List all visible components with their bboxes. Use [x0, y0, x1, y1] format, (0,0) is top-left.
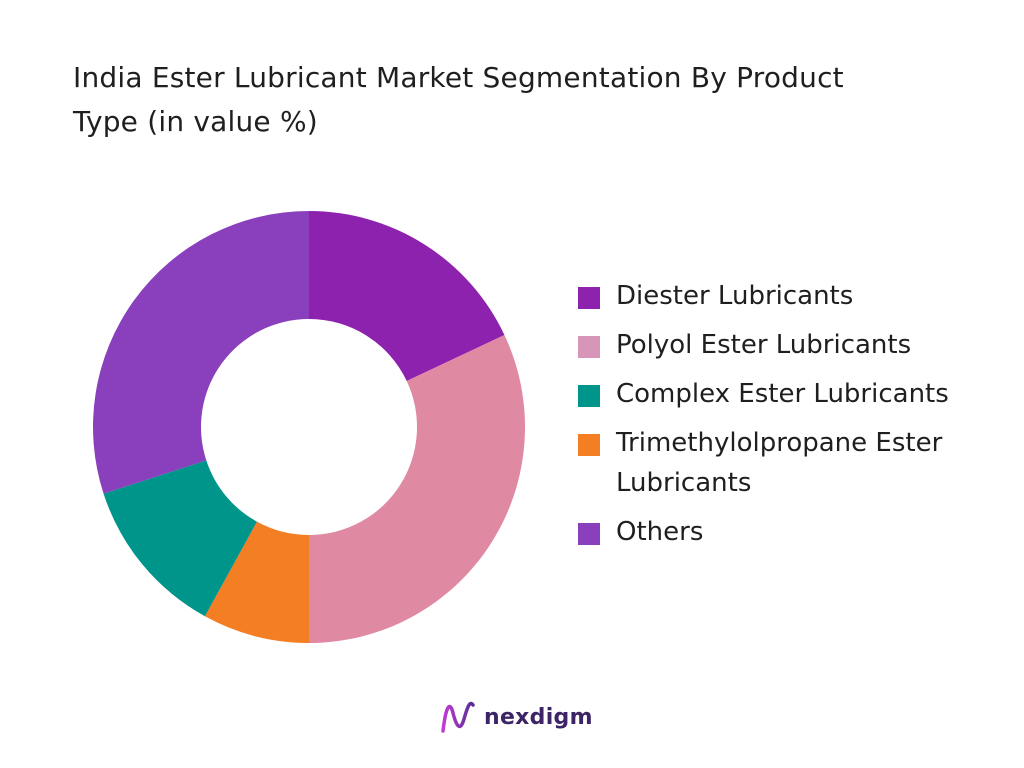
slice-polyol-ester-lubricants	[309, 335, 525, 643]
legend-swatch	[578, 434, 600, 456]
legend-label: Polyol Ester Lubricants	[616, 330, 912, 360]
slice-diester-lubricants	[309, 211, 505, 382]
legend-swatch	[578, 385, 600, 407]
slice-trimethylolpropane-ester-lubricants	[204, 521, 309, 643]
brand-logo: nexdigm	[440, 697, 593, 737]
legend-label: Trimethylolpropane Ester Lubricants	[616, 428, 943, 498]
legend-swatch	[578, 336, 600, 358]
legend-item-polyol-ester-lubricants: Polyol Ester Lubricants	[578, 325, 1018, 365]
slice-others	[92, 211, 309, 494]
legend-swatch	[578, 523, 600, 545]
chart-legend: Diester Lubricants Polyol Ester Lubricant…	[578, 276, 1018, 561]
legend-item-complex-ester-lubricants: Complex Ester Lubricants	[578, 374, 1018, 414]
legend-label: Others	[616, 517, 704, 547]
legend-label: Diester Lubricants	[616, 281, 854, 311]
legend-swatch	[578, 287, 600, 309]
legend-item-trimethylolpropane-ester-lubricants: Trimethylolpropane Ester Lubricants	[578, 423, 1018, 503]
brand-name: nexdigm	[484, 704, 593, 730]
chart-title: India Ester Lubricant Market Segmentatio…	[73, 61, 844, 138]
legend-item-diester-lubricants: Diester Lubricants	[578, 276, 1018, 316]
legend-item-others: Others	[578, 512, 1018, 552]
legend-label: Complex Ester Lubricants	[616, 379, 949, 409]
slice-complex-ester-lubricants	[103, 460, 257, 617]
nexdigm-wave-icon	[441, 701, 475, 733]
